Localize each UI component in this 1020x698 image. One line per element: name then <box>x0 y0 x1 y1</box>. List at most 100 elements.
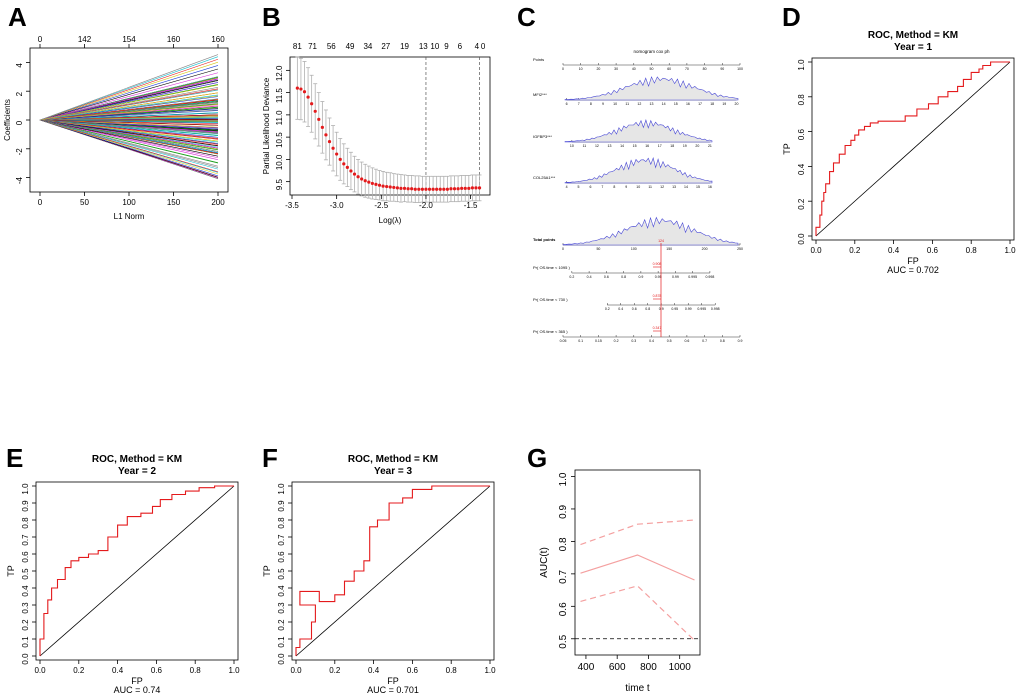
nomogram-tick-label: 0.1 <box>578 339 583 343</box>
auc-confidence-band <box>580 585 695 641</box>
plot-frame <box>811 57 1015 241</box>
y-axis-label: AUC(t) <box>539 547 550 578</box>
deviance-point <box>306 95 310 99</box>
coefficient-path <box>39 78 219 121</box>
y-tick-label: 1.0 <box>558 472 569 486</box>
y-axis-label: Partial Likelihood Deviance <box>262 77 271 174</box>
x-tick-label: 100 <box>122 198 136 207</box>
nomogram-tick-label: 18 <box>710 102 714 106</box>
panel-label-b: B <box>262 2 281 32</box>
nomogram-tick-label: 10 <box>613 102 617 106</box>
nomogram-tick-label: 0.8 <box>645 307 650 311</box>
total-points-marker: 124 <box>658 239 664 243</box>
deviance-point <box>463 186 467 190</box>
y-tick-label: 0.1 <box>277 636 286 648</box>
coefficient-path <box>39 108 219 121</box>
nomogram-tick-label: 6 <box>566 102 568 106</box>
x-tick-label: 200 <box>211 198 225 207</box>
y-tick-label: 0.9 <box>558 505 569 519</box>
nomogram-tick-label: 0.995 <box>697 307 706 311</box>
y-tick-label: 0.4 <box>21 585 30 597</box>
deviance-point <box>470 186 474 190</box>
x-axis-label: L1 Norm <box>114 212 145 221</box>
coefficient-path <box>39 119 219 149</box>
nomogram-tick-label: 21 <box>708 144 712 148</box>
deviance-point <box>392 185 396 190</box>
deviance-point <box>377 183 382 187</box>
nomogram-row-label: Pr( OS.time < 1095 ) <box>533 265 570 270</box>
y-axis-label: TP <box>782 143 792 155</box>
coefficient-path <box>39 119 219 164</box>
top-axis-label: 142 <box>78 35 92 44</box>
deviance-point <box>360 177 364 181</box>
coefficient-path <box>39 119 219 167</box>
diagonal-reference-line <box>815 61 1011 237</box>
y-tick-label: 0 <box>15 120 24 125</box>
y-tick-label: 12.0 <box>275 65 284 81</box>
nomogram-tick-label: 10 <box>636 185 640 189</box>
coefficient-path <box>39 119 219 170</box>
nomogram-tick-label: 0.6 <box>604 275 609 279</box>
nomogram-tick-label: 16 <box>686 102 690 106</box>
x-axis-label: FP <box>131 676 143 686</box>
deviance-point <box>352 172 357 176</box>
panel-label-a: A <box>8 2 27 32</box>
plot-frame <box>574 469 701 656</box>
nomogram-tick-label: 0.5 <box>667 339 672 343</box>
nomogram-density <box>564 119 713 143</box>
x-axis-label: FP <box>907 256 919 266</box>
x-axis-label: FP <box>387 676 399 686</box>
y-tick-label: 4 <box>15 63 24 68</box>
deviance-point <box>345 165 349 169</box>
x-tick-label: 0.0 <box>290 666 302 675</box>
x-tick-label: 0.6 <box>151 666 163 675</box>
auc-label: AUC = 0.702 <box>887 265 939 275</box>
y-axis-label: TP <box>6 565 16 577</box>
nomogram-tick-label: 16 <box>645 144 649 148</box>
coefficient-path <box>39 119 219 160</box>
y-axis-label: TP <box>262 565 272 577</box>
nomogram-tick-label: 50 <box>650 67 654 71</box>
nomogram-tick-label: 0.6 <box>684 339 689 343</box>
nomogram-tick-label: 0.9 <box>738 339 743 343</box>
risk-annotation: 0.347 <box>653 326 662 330</box>
deviance-point <box>349 169 353 173</box>
deviance-point <box>335 152 339 156</box>
y-tick-label: 0.2 <box>797 198 806 210</box>
coefficient-path <box>39 92 219 121</box>
nomogram-tick-label: 0.998 <box>711 307 720 311</box>
y-tick-label: 0.1 <box>21 636 30 648</box>
deviance-point <box>477 186 482 190</box>
x-tick-label: -1.5 <box>464 201 478 210</box>
x-tick-label: 0 <box>38 198 43 207</box>
deviance-point <box>410 187 414 191</box>
nomogram-tick-label: 11 <box>648 185 652 189</box>
y-tick-label: -4 <box>15 176 24 184</box>
top-axis-label: 154 <box>122 35 136 44</box>
deviance-point <box>417 187 421 191</box>
y-tick-label: 0.6 <box>21 551 30 563</box>
x-tick-label: 0.8 <box>966 246 978 255</box>
nomogram-tick-label: 10 <box>570 144 574 148</box>
coefficient-path <box>39 104 219 121</box>
coefficient-path <box>39 119 219 173</box>
y-tick-label: 1.0 <box>797 59 806 71</box>
x-tick-label: 0.0 <box>34 666 46 675</box>
top-axis-label: 56 <box>327 42 336 51</box>
x-tick-label: 0.0 <box>810 246 822 255</box>
nomogram-tick-label: 13 <box>650 102 654 106</box>
nomogram-tick-label: 0.99 <box>672 275 679 279</box>
coefficient-path <box>39 119 219 124</box>
x-tick-label: -3.5 <box>285 201 299 210</box>
nomogram-tick-label: 0.05 <box>560 339 567 343</box>
nomogram-tick-label: 14 <box>662 102 666 106</box>
y-tick-label: 0.6 <box>558 602 569 616</box>
top-axis-label: 27 <box>381 42 390 51</box>
x-tick-label: 0.8 <box>446 666 458 675</box>
x-tick-label: -3.0 <box>330 201 344 210</box>
nomogram-tick-label: 80 <box>703 67 707 71</box>
nomogram-tick-label: 7 <box>601 185 603 189</box>
nomogram-tick-label: 90 <box>720 67 724 71</box>
deviance-point <box>460 186 464 190</box>
y-tick-label: 0.7 <box>277 534 286 546</box>
